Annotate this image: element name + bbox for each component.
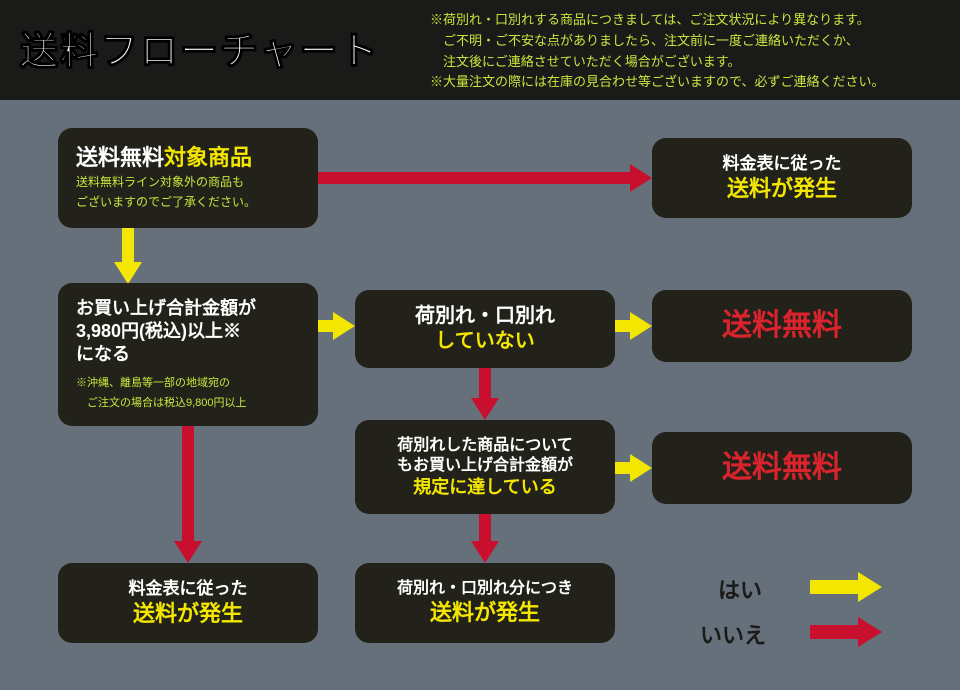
text-run: ご注文の場合は税込9,800円以上	[76, 397, 247, 409]
text-run: 対象商品	[164, 145, 252, 170]
node-line: 料金表に従った	[76, 578, 300, 600]
text-run: ※沖縄、離島等一部の地域宛の	[76, 377, 230, 389]
legend-label: はい	[718, 573, 762, 605]
note-line: ※大量注文の際には在庫の見合わせ等ございますので、必ずご連絡ください。	[430, 72, 940, 93]
text-run: 荷別れ・口別れ	[415, 305, 555, 327]
node-line: ※沖縄、離島等一部の地域宛の	[76, 372, 300, 392]
node-line: していない	[373, 329, 597, 354]
legend-label: いいえ	[700, 618, 766, 650]
note-line: ご不明・ご不安な点がありましたら、注文前に一度ご連絡いただくか、	[430, 31, 940, 52]
text-run: していない	[435, 330, 534, 352]
node-n8: 料金表に従った送料が発生	[58, 563, 318, 643]
text-run: 料金表に従った	[129, 579, 248, 598]
node-line: 荷別れ・口別れ	[373, 304, 597, 329]
header-bar: 送料フローチャート ※荷別れ・口別れする商品につきましては、ご注文状況により異な…	[0, 0, 960, 100]
node-line: ございますのでご了承ください。	[76, 192, 300, 212]
text-run: 規定に達している	[413, 477, 556, 497]
node-line: 荷別れした商品について	[373, 436, 597, 456]
text-run: 荷別れ・口別れ分につき	[397, 580, 573, 597]
node-line: もお買い上げ合計金額が	[373, 456, 597, 476]
node-line: 送料無料対象商品	[76, 144, 300, 172]
node-line: 送料が発生	[76, 600, 300, 628]
text-run: 送料無料	[722, 451, 842, 484]
text-run: になる	[76, 344, 130, 364]
node-n2: 料金表に従った送料が発生	[652, 138, 912, 218]
node-line: 規定に達している	[373, 476, 597, 499]
node-line: になる	[76, 343, 300, 366]
node-line: 荷別れ・口別れ分につき	[373, 579, 597, 599]
node-n9: 荷別れ・口別れ分につき送料が発生	[355, 563, 615, 643]
node-line: 送料無料	[670, 307, 894, 345]
node-n3: お買い上げ合計金額が 3,980円(税込)以上※ になる ※沖縄、離島等一部の地域宛の…	[58, 283, 318, 426]
text-run: 料金表に従った	[723, 154, 842, 173]
text-run: 送料が発生	[430, 600, 540, 625]
text-run: 送料無料	[722, 309, 842, 342]
node-line: 送料が発生	[670, 175, 894, 203]
text-run: 荷別れした商品について	[397, 437, 573, 454]
text-run: もお買い上げ合計金額が	[397, 457, 573, 474]
note-line: 注文後にご連絡させていただく場合がございます。	[430, 52, 940, 73]
node-n7: 送料無料	[652, 432, 912, 504]
node-line: お買い上げ合計金額が	[76, 297, 300, 320]
text-run: 3,980円(税込)以上※	[76, 321, 241, 341]
node-line: 3,980円(税込)以上※	[76, 320, 300, 343]
node-line: 送料無料ライン対象外の商品も	[76, 172, 300, 192]
page-title: 送料フローチャート	[20, 20, 380, 75]
node-line: ご注文の場合は税込9,800円以上	[76, 392, 300, 412]
node-n5: 送料無料	[652, 290, 912, 362]
node-n6: 荷別れした商品についてもお買い上げ合計金額が規定に達している	[355, 420, 615, 514]
node-line: 料金表に従った	[670, 153, 894, 175]
text-run: 送料無料ライン対象外の商品も	[76, 175, 244, 189]
node-line: 送料無料	[670, 449, 894, 487]
note-line: ※荷別れ・口別れする商品につきましては、ご注文状況により異なります。	[430, 10, 940, 31]
text-run: お買い上げ合計金額が	[76, 298, 256, 318]
text-run: 送料が発生	[133, 601, 243, 626]
text-run: 送料無料	[76, 145, 164, 170]
header-notes: ※荷別れ・口別れする商品につきましては、ご注文状況により異なります。 ご不明・ご…	[430, 10, 940, 93]
text-run: 送料が発生	[727, 176, 837, 201]
node-line: 送料が発生	[373, 599, 597, 627]
text-run: ございますのでご了承ください。	[76, 195, 256, 209]
node-n1: 送料無料対象商品送料無料ライン対象外の商品もございますのでご了承ください。	[58, 128, 318, 228]
node-n4: 荷別れ・口別れしていない	[355, 290, 615, 368]
